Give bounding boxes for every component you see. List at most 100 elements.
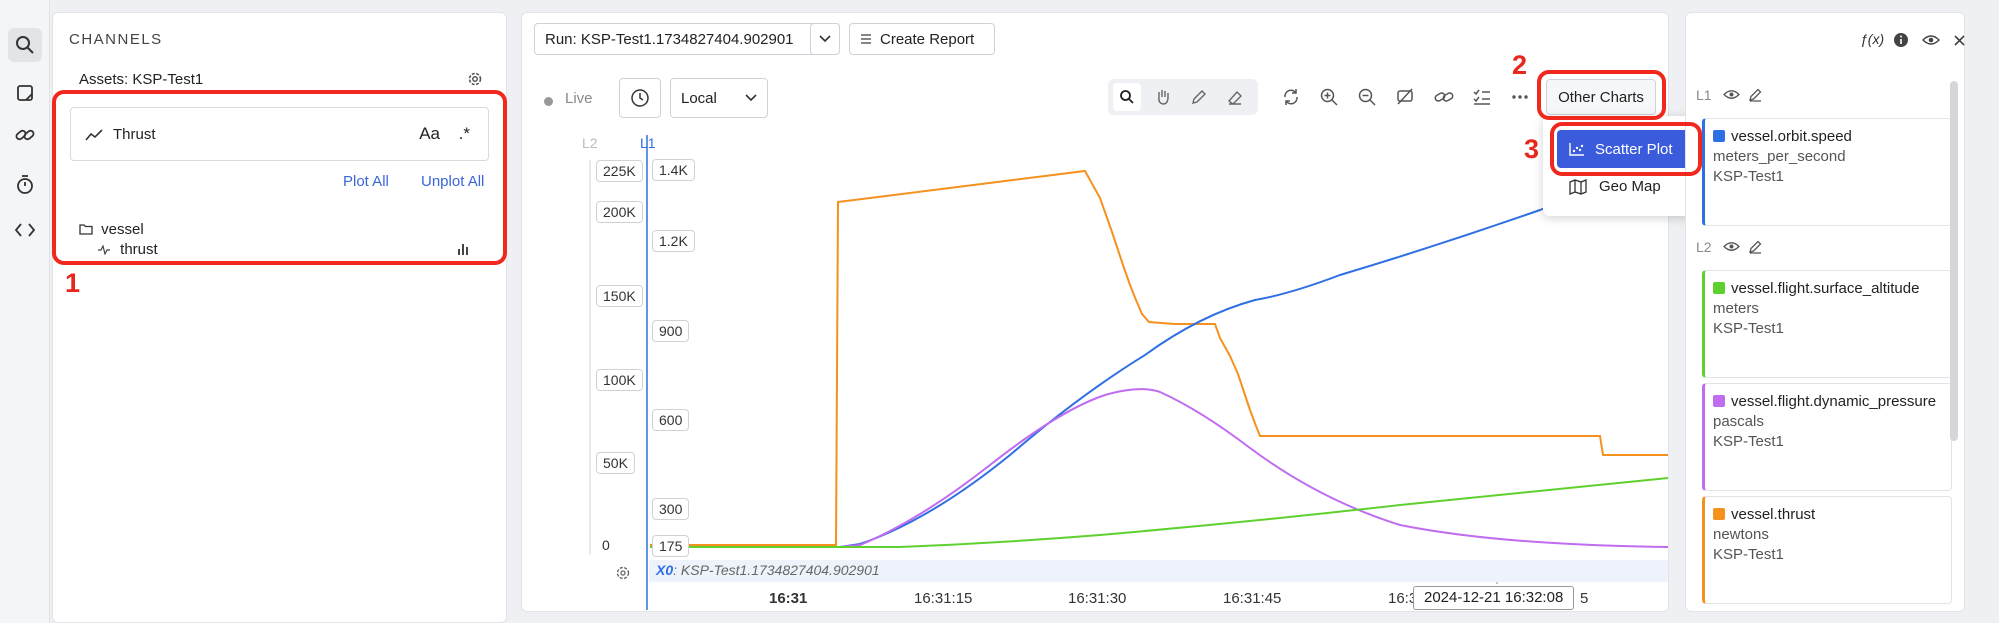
legend-item-surface-altitude[interactable]: vessel.flight.surface_altitude meters KS… bbox=[1702, 270, 1952, 378]
series-vessel-orbit-speed bbox=[650, 201, 1561, 548]
l1-tick: 900 bbox=[652, 320, 690, 342]
x-tick: 5 bbox=[1580, 590, 1589, 607]
legend-series-name: vessel.orbit.speed bbox=[1731, 128, 1852, 145]
annotation-box-2 bbox=[1537, 70, 1666, 120]
code-icon[interactable] bbox=[8, 213, 42, 247]
run-select-label: Run: KSP-Test1.1734827404.902901 bbox=[545, 30, 794, 48]
tree-leaf-thrust[interactable]: thrust bbox=[97, 241, 158, 258]
l1-edit-icon[interactable] bbox=[1748, 87, 1763, 102]
reset-zoom-icon[interactable] bbox=[1281, 87, 1301, 107]
l1-tick: 1.4K bbox=[652, 159, 695, 181]
series-vessel-surface-altitude bbox=[650, 477, 1669, 548]
zoom-tool-search-icon[interactable] bbox=[1113, 83, 1141, 111]
legend-series-asset: KSP-Test1 bbox=[1713, 320, 1784, 337]
timer-icon[interactable] bbox=[8, 167, 42, 201]
scatter-plot-menu-item[interactable]: Scatter Plot bbox=[1557, 130, 1693, 168]
bar-chart-icon[interactable] bbox=[457, 243, 469, 255]
chevron-down-icon bbox=[745, 94, 757, 102]
close-icon[interactable] bbox=[1954, 35, 1965, 46]
legend-series-unit: meters bbox=[1713, 300, 1759, 317]
x-axis-gear-icon[interactable] bbox=[615, 565, 631, 581]
legend-scrollbar[interactable] bbox=[1950, 81, 1958, 441]
legend-swatch bbox=[1713, 395, 1725, 407]
legend-l1-label: L1 bbox=[1696, 87, 1712, 103]
gear-icon[interactable] bbox=[466, 70, 484, 92]
legend-series-asset: KSP-Test1 bbox=[1713, 433, 1784, 450]
legend-swatch bbox=[1713, 130, 1725, 142]
hide-annotations-icon[interactable] bbox=[1395, 87, 1415, 107]
l2-tick: 50K bbox=[596, 452, 635, 474]
case-sensitive-toggle[interactable]: Aa bbox=[419, 124, 440, 143]
legend-series-name: vessel.thrust bbox=[1731, 506, 1816, 523]
scatter-plot-label: Scatter Plot bbox=[1595, 140, 1673, 158]
list-icon bbox=[861, 34, 871, 44]
draw-pen-icon[interactable] bbox=[1190, 88, 1208, 106]
legend-panel: ƒ(x) L1 L2 vessel.orbit.speed meters_per… bbox=[1685, 12, 1965, 612]
search-icon[interactable] bbox=[8, 28, 42, 62]
line-chart-icon bbox=[85, 129, 103, 141]
l1-eye-icon[interactable] bbox=[1723, 89, 1740, 100]
pan-hand-icon[interactable] bbox=[1154, 88, 1172, 106]
eye-icon[interactable] bbox=[1922, 34, 1940, 46]
channel-search-input[interactable]: Thrust Aa .* bbox=[70, 107, 489, 161]
legend-item-orbit-speed[interactable]: vessel.orbit.speed meters_per_second KSP… bbox=[1702, 118, 1952, 226]
series-vessel-dynamic-pressure bbox=[650, 388, 1669, 548]
link-icon[interactable] bbox=[8, 118, 42, 152]
l2-eye-icon[interactable] bbox=[1723, 241, 1740, 252]
l2-tick: 225K bbox=[596, 160, 643, 182]
series-vessel-thrust bbox=[650, 169, 1668, 546]
l2-edit-icon[interactable] bbox=[1748, 239, 1763, 254]
other-charts-button[interactable]: Other Charts bbox=[1546, 79, 1656, 115]
l1-tick: 175 bbox=[652, 535, 690, 557]
tree-folder-vessel[interactable]: vessel bbox=[79, 221, 144, 238]
function-icon[interactable]: ƒ(x) bbox=[1860, 31, 1885, 47]
live-label[interactable]: Live bbox=[565, 90, 593, 107]
legend-series-name: vessel.flight.surface_altitude bbox=[1731, 280, 1920, 297]
icon-rail bbox=[0, 0, 50, 623]
create-report-button[interactable]: Create Report bbox=[849, 23, 995, 55]
channels-title: CHANNELS bbox=[69, 31, 163, 48]
l1-tick: 300 bbox=[652, 498, 690, 520]
x-axis-note-text: : KSP-Test1.1734827404.902901 bbox=[673, 562, 880, 578]
unplot-all-link[interactable]: Unplot All bbox=[421, 173, 485, 190]
axis-l1-label: L1 bbox=[640, 135, 656, 151]
timezone-select[interactable]: Local bbox=[670, 78, 768, 118]
scatter-icon bbox=[1569, 143, 1584, 156]
x-axis-strip bbox=[649, 560, 1668, 582]
zoom-in-icon[interactable] bbox=[1319, 87, 1339, 107]
regex-toggle[interactable]: .* bbox=[458, 124, 470, 143]
l2-tick: 100K bbox=[596, 369, 643, 391]
legend-item-thrust[interactable]: vessel.thrust newtons KSP-Test1 bbox=[1702, 496, 1952, 604]
legend-item-dynamic-pressure[interactable]: vessel.flight.dynamic_pressure pascals K… bbox=[1702, 383, 1952, 491]
cursor-time-label: 2024-12-21 16:32:08 bbox=[1413, 586, 1575, 610]
signal-icon bbox=[98, 244, 110, 256]
map-icon bbox=[1569, 178, 1587, 195]
l2-tick: 0 bbox=[596, 535, 616, 555]
legend-series-asset: KSP-Test1 bbox=[1713, 168, 1784, 185]
link-axes-icon[interactable] bbox=[1433, 87, 1455, 107]
run-chevron-down-icon[interactable] bbox=[810, 23, 840, 55]
run-select[interactable]: Run: KSP-Test1.1734827404.902901 bbox=[534, 23, 840, 55]
l1-tick: 600 bbox=[652, 409, 690, 431]
folder-icon bbox=[79, 224, 93, 235]
zoom-out-icon[interactable] bbox=[1357, 87, 1377, 107]
eraser-icon[interactable] bbox=[1226, 88, 1244, 106]
more-options-icon[interactable] bbox=[1512, 95, 1528, 99]
plot-all-link[interactable]: Plot All bbox=[343, 173, 389, 190]
geo-map-menu-item[interactable]: Geo Map bbox=[1569, 178, 1661, 195]
timezone-label: Local bbox=[681, 89, 717, 107]
info-icon[interactable] bbox=[1893, 32, 1909, 48]
assets-label: Assets: KSP-Test1 bbox=[79, 71, 204, 88]
create-report-label: Create Report bbox=[880, 30, 975, 48]
legend-series-unit: pascals bbox=[1713, 413, 1764, 430]
legend-swatch bbox=[1713, 508, 1725, 520]
notes-icon[interactable] bbox=[8, 76, 42, 110]
other-charts-label: Other Charts bbox=[1558, 88, 1644, 106]
x-tick: 16:3 bbox=[1388, 590, 1418, 607]
clock-icon[interactable] bbox=[619, 78, 661, 118]
tree-leaf-label: thrust bbox=[120, 241, 158, 258]
l2-tick: 200K bbox=[596, 201, 643, 223]
checklist-icon[interactable] bbox=[1472, 87, 1492, 107]
legend-swatch bbox=[1713, 282, 1725, 294]
x-tick: 16:31:15 bbox=[914, 590, 973, 607]
